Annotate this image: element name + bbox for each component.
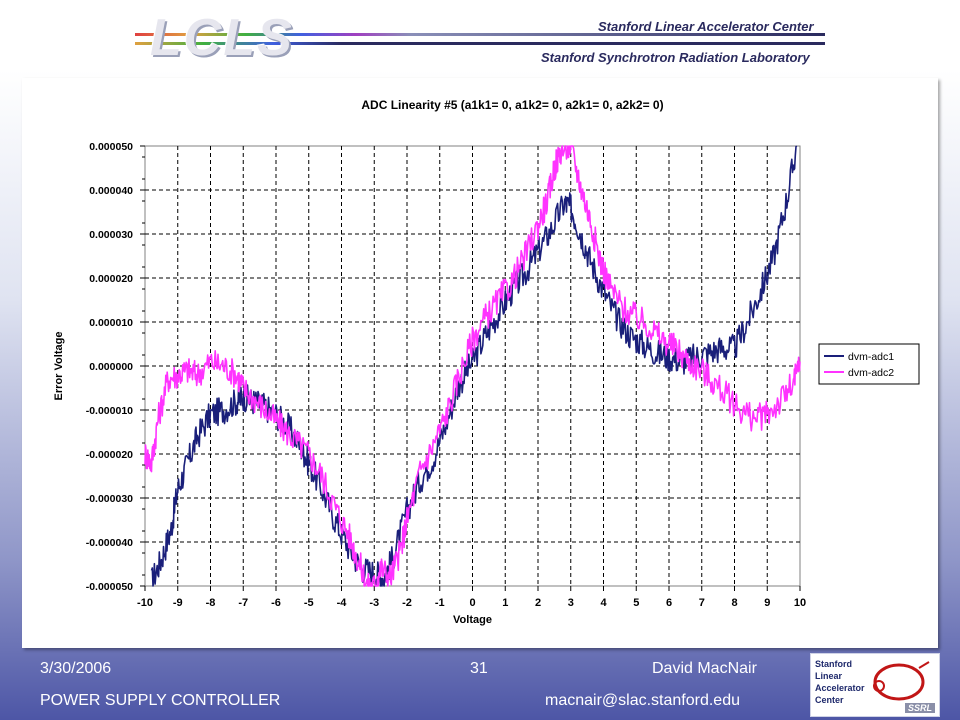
y-tick-label: 0.000020 [89, 273, 133, 285]
x-tick-label: -1 [435, 597, 445, 609]
y-axis-label: Error Voltage [53, 332, 65, 401]
x-tick-label: 1 [502, 597, 508, 609]
footer-date: 3/30/2006 [40, 660, 112, 677]
footer-author: David MacNair [652, 660, 757, 677]
y-tick-label: 0.000000 [89, 361, 133, 373]
x-tick-label: 4 [600, 597, 607, 609]
x-tick-label: 2 [535, 597, 541, 609]
lab-name-ssrl: Stanford Synchrotron Radiation Laborator… [541, 50, 810, 65]
x-tick-label: -5 [304, 597, 314, 609]
ssrl-logo-text: Stanford Linear Accelerator Center [815, 658, 865, 706]
color-stripe-1 [135, 33, 825, 36]
x-tick-label: 8 [731, 597, 737, 609]
y-tick-label: -0.000010 [86, 405, 133, 417]
y-tick-label: -0.000050 [86, 581, 133, 593]
x-tick-label: 0 [469, 597, 475, 609]
slide-header: LCLS Stanford Linear Accelerator Center … [0, 0, 960, 72]
ssrl-logo: Stanford Linear Accelerator Center SSRL [810, 653, 940, 717]
ssrl-line-1: Stanford [815, 659, 852, 669]
chart-panel: -10 -9 -8 -7 -6 -5 -4 -3 -2 -1 0 1 2 3 4 5 6 7 8 9 10 0.00005… [22, 78, 938, 648]
x-tick-label: -4 [337, 597, 348, 609]
x-tick-label: 10 [794, 597, 806, 609]
ssrl-line-2: Linear [815, 671, 843, 681]
x-axis-label: Voltage [453, 614, 492, 626]
x-tick-label: -8 [206, 597, 216, 609]
y-tick-label: 0.000050 [89, 141, 133, 153]
x-tick-label: 9 [764, 597, 770, 609]
x-tick-label: -7 [238, 597, 248, 609]
x-tick-label: 5 [633, 597, 639, 609]
ssrl-ring-icon [873, 661, 930, 701]
y-tick-label: -0.000030 [86, 493, 133, 505]
ssrl-line-3: Accelerator [815, 683, 865, 693]
lcls-logo: LCLS [150, 9, 294, 67]
footer-slide-number: 31 [470, 660, 488, 677]
lab-name-slac: Stanford Linear Accelerator Center [598, 19, 814, 34]
x-tick-label: -9 [173, 597, 183, 609]
legend-box [818, 343, 920, 385]
footer-title: POWER SUPPLY CONTROLLER [40, 692, 281, 709]
color-stripe-2 [135, 42, 825, 45]
ssrl-badge: SSRL [904, 703, 935, 713]
chart-title: ADC Linearity #5 (a1k1= 0, a1k2= 0, a2k1… [361, 98, 663, 112]
y-tick-label: 0.000010 [89, 317, 133, 329]
ssrl-line-4: Center [815, 695, 844, 705]
footer-email: macnair@slac.stanford.edu [545, 692, 740, 709]
legend-label-dvm-adc1: dvm-adc1 [848, 351, 894, 363]
y-tick-label: -0.000020 [86, 449, 133, 461]
y-tick-label: 0.000040 [89, 185, 133, 197]
series-line-dvm-adc2 [144, 145, 801, 587]
x-tick-label: -2 [402, 597, 412, 609]
x-tick-label: 3 [568, 597, 574, 609]
x-tick-label: 7 [699, 597, 705, 609]
adc-linearity-chart: -10 -9 -8 -7 -6 -5 -4 -3 -2 -1 0 1 2 3 4 5 6 7 8 9 100.00005… [53, 98, 920, 626]
x-tick-label: -6 [271, 597, 281, 609]
x-tick-label: -3 [369, 597, 379, 609]
y-tick-label: 0.000030 [89, 229, 133, 241]
x-tick-label: 6 [666, 597, 672, 609]
x-tick-label: -10 [137, 597, 153, 609]
legend-label-dvm-adc2: dvm-adc2 [848, 367, 894, 379]
y-tick-label: -0.000040 [86, 537, 133, 549]
